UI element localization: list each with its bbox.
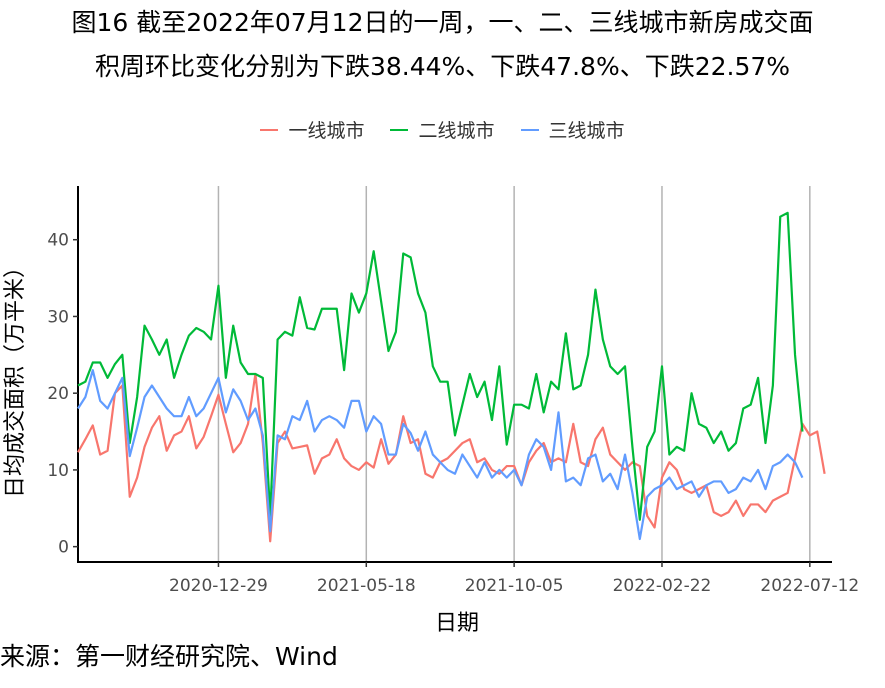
legend-item-tier1: 一线城市 xyxy=(260,116,364,143)
x-tick-label: 2022-02-22 xyxy=(613,576,712,596)
series-lines xyxy=(77,211,826,543)
series-line-2 xyxy=(77,211,804,521)
series-line-3 xyxy=(77,369,804,541)
x-tick-label: 2022-07-12 xyxy=(760,576,859,596)
y-tick-label: 10 xyxy=(47,461,69,481)
y-axis-title: 日均成交面积（万平米） xyxy=(3,256,28,498)
chart-title-line2: 积周环比变化分别为下跌38.44%、下跌47.8%、下跌22.57% xyxy=(94,52,791,81)
legend: 一线城市 二线城市 三线城市 xyxy=(0,116,885,143)
legend-label-tier2: 二线城市 xyxy=(418,120,495,142)
legend-key-tier2 xyxy=(390,128,409,131)
legend-key-tier3 xyxy=(520,128,539,131)
legend-item-tier3: 三线城市 xyxy=(520,116,625,143)
y-tick-label: 0 xyxy=(58,538,69,558)
axes: 0 10 20 30 40 2020-12-29 2021-05-18 2021-10-05 2… xyxy=(47,186,859,596)
source-note: 来源：第一财经研究院、Wind xyxy=(0,642,338,671)
x-tick-label: 2021-10-05 xyxy=(465,576,564,596)
y-tick-label: 40 xyxy=(47,231,69,251)
grid-lines xyxy=(217,186,811,562)
x-axis-title: 日期 xyxy=(435,611,479,636)
x-tick-label: 2020-12-29 xyxy=(169,576,268,596)
x-tick-label: 2021-05-18 xyxy=(317,576,416,596)
y-tick-label: 20 xyxy=(47,384,69,404)
series-line-1 xyxy=(77,372,826,543)
chart-title-line1: 图16 截至2022年07月12日的一周，一、二、三线城市新房成交面 xyxy=(71,8,814,37)
y-tick-label: 30 xyxy=(47,307,69,327)
legend-item-tier2: 二线城市 xyxy=(390,116,495,143)
legend-label-tier3: 三线城市 xyxy=(548,120,625,142)
legend-key-tier1 xyxy=(260,128,279,131)
legend-label-tier1: 一线城市 xyxy=(288,120,365,142)
